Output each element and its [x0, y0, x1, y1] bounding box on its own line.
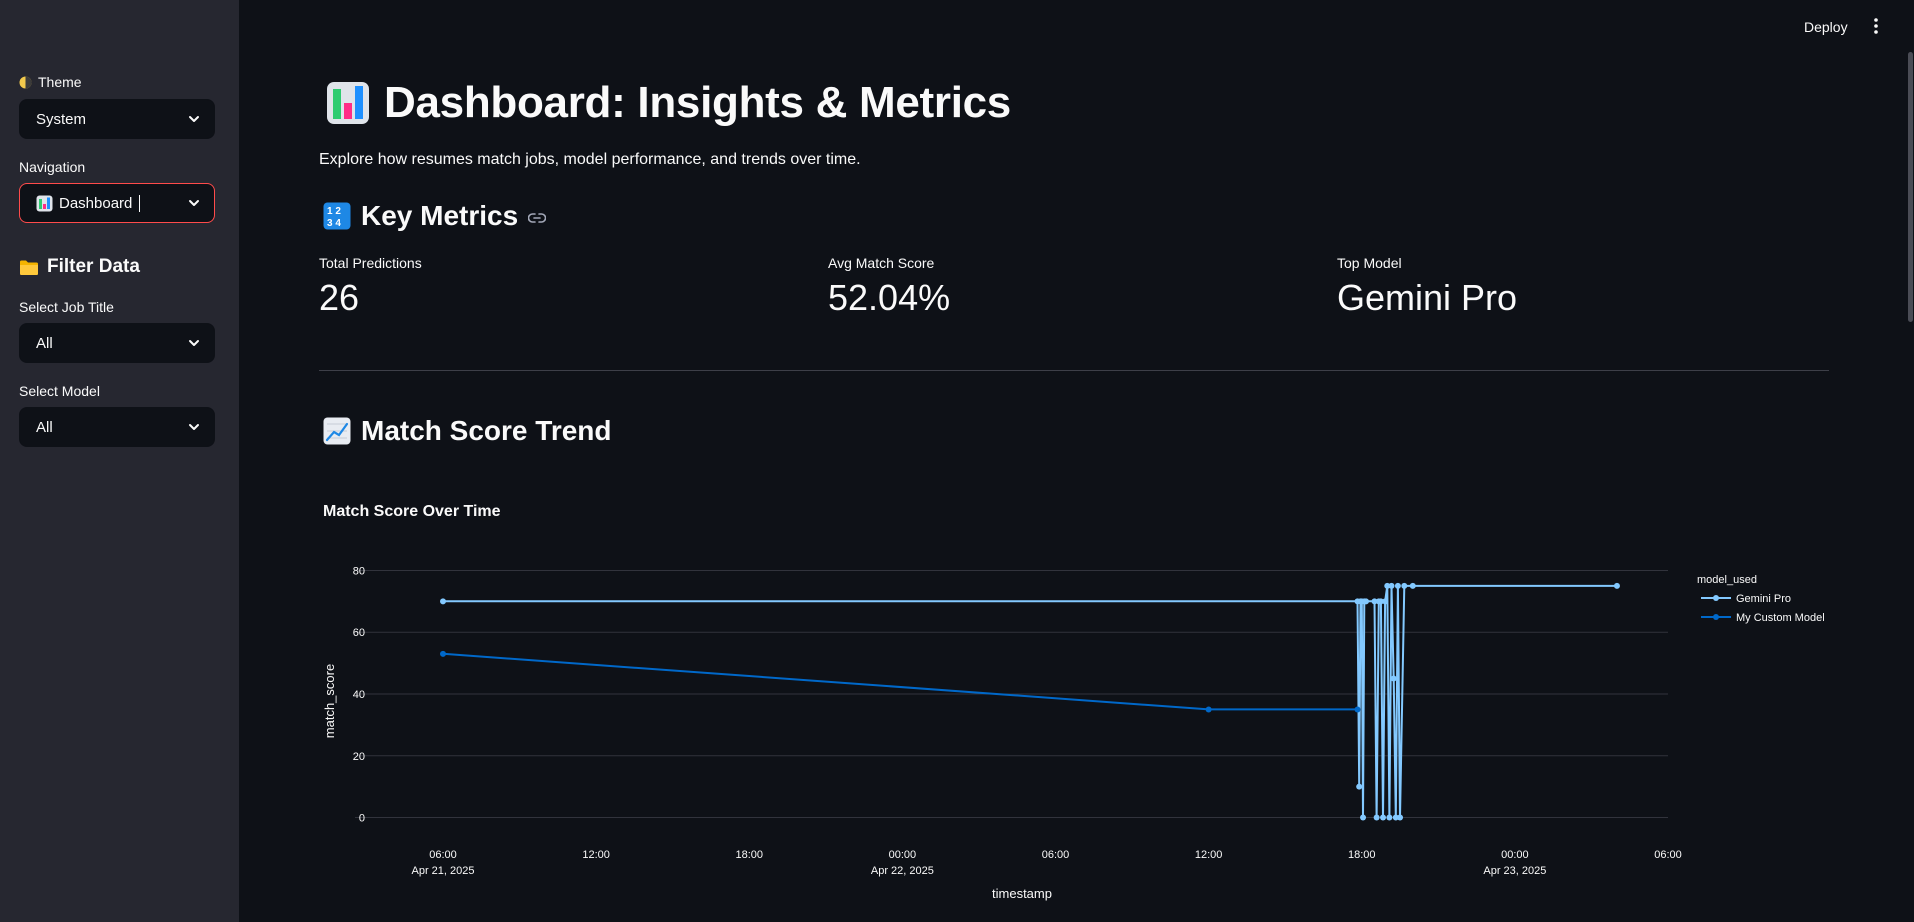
svg-text:3 4: 3 4 — [327, 218, 341, 229]
navigation-select[interactable]: Dashboard — [19, 183, 215, 223]
trend-heading: Match Score Trend — [323, 415, 612, 447]
section-divider — [319, 370, 1829, 371]
navigation-select-value-wrap: Dashboard — [36, 194, 188, 212]
page-title: Dashboard: Insights & Metrics — [326, 78, 1011, 128]
page-title-text: Dashboard: Insights & Metrics — [384, 78, 1011, 127]
theme-select-value: System — [36, 110, 87, 128]
model-select[interactable]: All — [19, 407, 215, 447]
numbers-icon: 1 2 3 4 — [323, 202, 351, 230]
text-caret — [139, 194, 141, 212]
chart-title: Match Score Over Time — [323, 503, 501, 520]
navigation-label-row: Navigation — [19, 159, 85, 175]
svg-text:1 2: 1 2 — [327, 206, 341, 217]
metric-label: Top Model — [1337, 255, 1402, 271]
job-title-label-row: Select Job Title — [19, 299, 114, 315]
chevron-down-icon — [189, 116, 199, 122]
theme-select[interactable]: System — [19, 99, 215, 139]
theme-label: Theme — [38, 74, 82, 90]
chevron-down-icon — [189, 340, 199, 346]
metric-value: Gemini Pro — [1337, 277, 1518, 318]
trend-heading-text: Match Score Trend — [361, 415, 612, 446]
navigation-select-value: Dashboard — [59, 194, 133, 212]
key-metrics-heading: 1 2 3 4 Key Metrics — [323, 200, 547, 232]
theme-label-row: Theme — [19, 74, 82, 90]
deploy-button[interactable]: Deploy — [1804, 19, 1848, 35]
scrollbar-thumb[interactable] — [1908, 52, 1913, 322]
model-select-value: All — [36, 418, 53, 436]
key-metrics-heading-text: Key Metrics — [361, 200, 519, 231]
folder-icon — [20, 260, 38, 275]
sidebar: Theme System Navigation Dashboard — [0, 0, 239, 922]
metric-label: Total Predictions — [319, 255, 422, 271]
trend-chart-icon — [323, 417, 351, 445]
metric-value: 52.04% — [828, 277, 951, 318]
job-title-select-value: All — [36, 334, 53, 352]
more-options-icon[interactable] — [1868, 16, 1884, 36]
chevron-down-icon — [189, 200, 199, 206]
bar-chart-icon — [327, 82, 369, 124]
main-content: Dashboard: Insights & Metrics Explore ho… — [239, 0, 1914, 922]
model-label-row: Select Model — [19, 383, 100, 399]
navigation-label: Navigation — [19, 159, 86, 175]
job-title-select[interactable]: All — [19, 323, 215, 363]
model-label: Select Model — [19, 383, 100, 399]
link-icon[interactable] — [528, 212, 547, 224]
metric-label: Avg Match Score — [828, 255, 935, 271]
job-title-label: Select Job Title — [19, 299, 114, 315]
half-moon-icon — [19, 76, 32, 88]
bar-chart-icon — [36, 195, 53, 211]
page-subtitle: Explore how resumes match jobs, model pe… — [319, 151, 861, 168]
filter-heading-text: Filter Data — [47, 256, 140, 277]
filter-heading: Filter Data — [19, 256, 140, 278]
chevron-down-icon — [189, 424, 199, 430]
metric-value: 26 — [319, 277, 360, 318]
